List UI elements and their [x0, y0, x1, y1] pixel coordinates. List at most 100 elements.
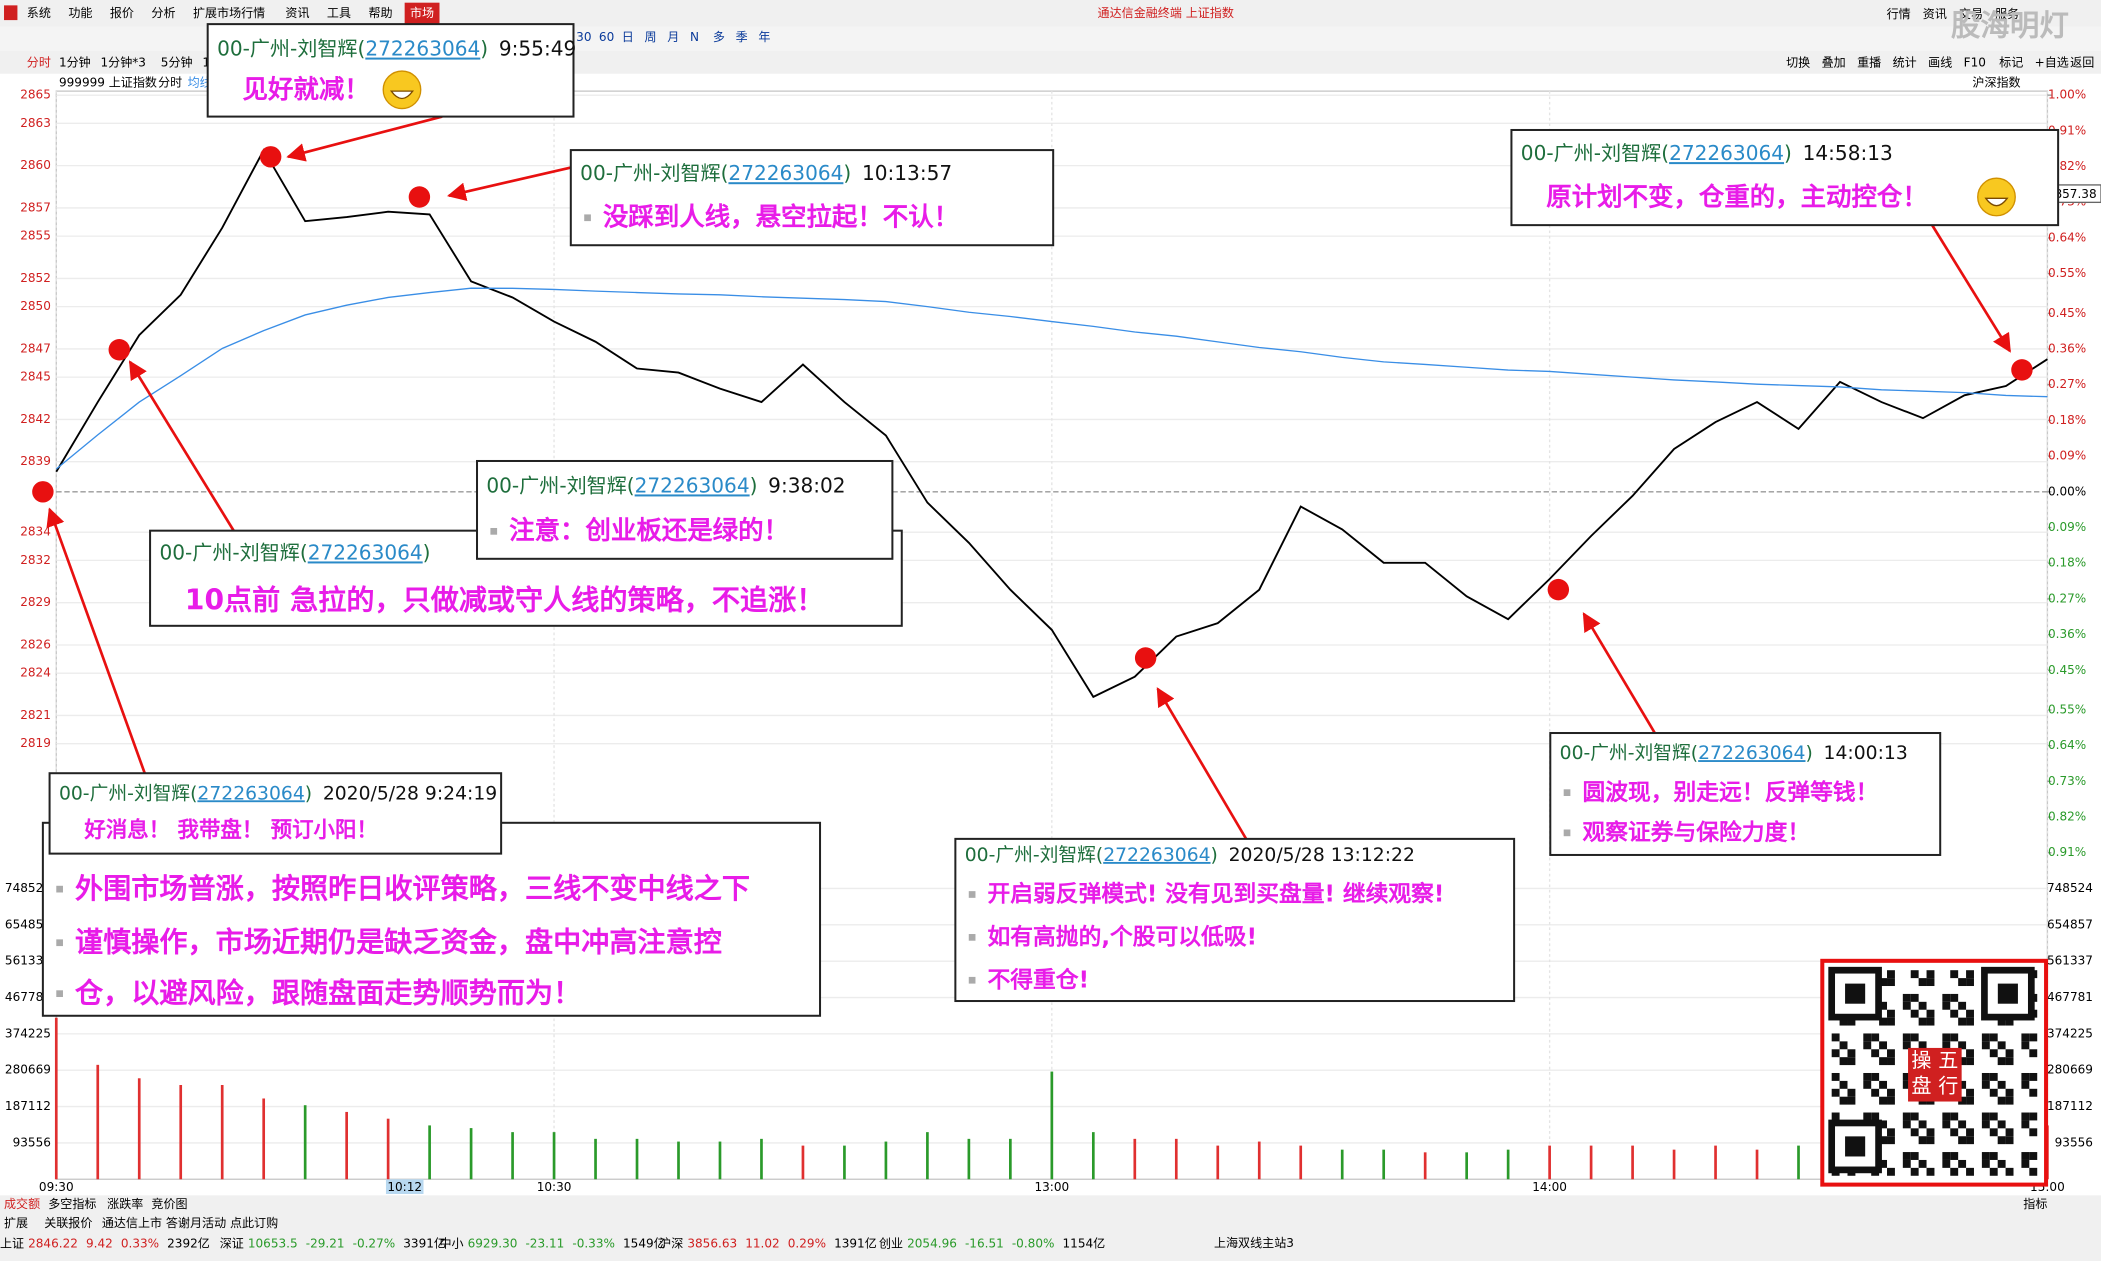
qr-cell — [1887, 1057, 1895, 1066]
volume-bar — [1133, 1138, 1137, 1180]
y2-tick-label: 0.00% — [2048, 484, 2086, 498]
menu-item: 分析 — [151, 6, 175, 20]
market-tab-label: 市场 — [410, 5, 434, 20]
y-tick-label: 2842 — [20, 412, 51, 426]
qr-cell — [1997, 1057, 2006, 1066]
y-tick-label: 2863 — [20, 116, 51, 130]
annotation-header: 00-广州-刘智辉(272263064) 14:58:13 — [1521, 141, 1893, 165]
qr-cell — [1950, 1033, 1959, 1042]
annotation-header: 00-广州-刘智辉(272263064) 2020/5/28 13:12:22 — [965, 843, 1415, 865]
volume-tick-label: 654857 — [5, 917, 51, 931]
user-name: 00-广州-刘智辉( — [580, 161, 728, 185]
bullet — [490, 527, 498, 535]
emoji-mouth — [1984, 197, 2009, 207]
qr-cell — [1958, 1057, 1967, 1066]
marker-dot — [108, 339, 130, 361]
y2-tick-label: 0.64% — [2048, 230, 2086, 244]
qr-cell — [1839, 1080, 1848, 1089]
annotation-box — [48, 772, 503, 855]
qr-cell — [1847, 1096, 1856, 1105]
annotation-text: 仓，以避风险，跟随盘面走势顺势而为！ — [75, 976, 581, 1009]
user-name: 00-广州-刘智辉( — [159, 540, 307, 564]
volume-bar — [926, 1132, 929, 1180]
bullet — [56, 990, 63, 998]
qr-cell — [2021, 1159, 2030, 1168]
y-tick-label: 2824 — [20, 666, 51, 680]
cursor-label-bg — [385, 1179, 424, 1194]
bullet — [968, 976, 976, 984]
toolbar-item: 日 — [622, 30, 634, 44]
y2-tick-label: 0.82% — [2048, 810, 2086, 824]
volume-tick-label: 280669 — [2047, 1063, 2093, 1077]
qr-cell — [1981, 1112, 1990, 1121]
marker-dot — [1134, 647, 1157, 669]
toolbar-item: 60 — [599, 30, 614, 44]
qr-cell — [1926, 1017, 1935, 1026]
toolbar-item: 多 — [713, 30, 725, 44]
bottom-bars — [0, 1195, 2101, 1261]
qr-cell — [1831, 1049, 1840, 1058]
qr-cell — [1902, 1001, 1911, 1010]
qr-cell — [1902, 1112, 1911, 1121]
tool: +自选 — [2035, 55, 2069, 69]
y-tick-label: 2819 — [20, 736, 51, 750]
toolbar-item: 周 — [645, 30, 657, 44]
volume-bar — [262, 1098, 266, 1180]
volume-bar — [1009, 1138, 1012, 1180]
arrow — [447, 166, 572, 201]
y2-tick-label: 0.18% — [2048, 556, 2086, 570]
index-price: 2846.22 — [28, 1236, 78, 1250]
qr-cell — [1918, 1001, 1927, 1010]
index-name: 上证 — [0, 1236, 24, 1250]
volume-bar — [1548, 1145, 1551, 1180]
qr-cell — [1950, 1152, 1959, 1160]
y-tick-label: 2845 — [20, 370, 51, 384]
volume-bar — [843, 1145, 846, 1180]
window-button: 服务 — [1995, 6, 2019, 21]
qr-cell — [1926, 978, 1935, 987]
qq-link: 272263064 — [1103, 844, 1210, 865]
annotation-text: 注意：创业板还是绿的！ — [509, 516, 789, 546]
qr-cell — [1997, 1041, 2006, 1050]
arrow — [46, 507, 146, 774]
qr-cell — [1887, 1096, 1895, 1105]
user-name: 00-广州-刘智辉( — [59, 782, 197, 804]
volume-bar — [760, 1138, 763, 1180]
tab: 1分钟 — [59, 54, 91, 69]
qr-cell — [1942, 993, 1951, 1002]
qr-finder — [1997, 983, 2018, 1004]
status-item: 上证 2846.22 9.42 0.33% 2392亿 — [0, 1235, 210, 1250]
volume-bar — [220, 1085, 224, 1180]
timestamp: 2020/5/28 9:24:19 — [323, 783, 497, 804]
qr-logo-text: 盘 — [1911, 1073, 1931, 1097]
link: 关联报价 — [44, 1215, 92, 1230]
qr-cell — [1918, 1120, 1927, 1129]
volume-bar — [635, 1138, 639, 1180]
qr-cell — [1981, 1072, 1990, 1081]
menu-item: 功能 — [68, 6, 92, 20]
qr-cell — [1966, 1088, 1974, 1097]
qr-cell — [1839, 1096, 1848, 1105]
annotation-box — [954, 837, 1516, 1003]
qr-cell — [1910, 970, 1919, 979]
volume-bar — [1423, 1152, 1427, 1180]
qr-cell — [1981, 1033, 1990, 1042]
annotation-text: 开启弱反弹模式! 没有见到买盘量! 继续观察! — [988, 881, 1445, 908]
qr-cell — [2021, 1080, 2030, 1089]
qr-cell — [1981, 1120, 1990, 1129]
index-change: 11.02 — [745, 1236, 779, 1250]
annotation-box — [476, 459, 894, 560]
qr-cell — [1989, 1088, 1998, 1097]
link: 扩展 — [4, 1216, 28, 1230]
qr-cell — [1902, 1072, 1911, 1081]
y2-tick-label: 0.45% — [2048, 663, 2086, 677]
qq-link: 272263064 — [308, 540, 423, 564]
menu-bar — [0, 0, 2101, 27]
user-name: ) — [1211, 844, 1218, 865]
qr-cell — [1887, 1049, 1895, 1058]
qr-cell — [1887, 978, 1895, 987]
qr-cell — [1831, 1088, 1840, 1097]
qr-cell — [1871, 1088, 1880, 1097]
qr-cell — [1989, 1128, 1998, 1137]
qr-cell — [1918, 1136, 1927, 1145]
